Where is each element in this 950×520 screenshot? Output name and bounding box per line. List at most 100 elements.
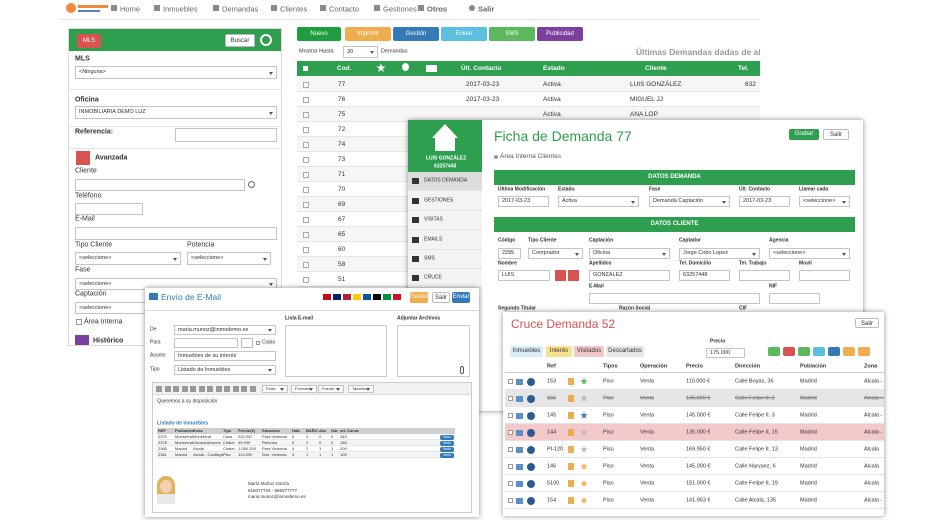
button[interactable]: Gestión xyxy=(393,27,439,41)
button[interactable]: Nuevo xyxy=(297,27,341,41)
photo-face xyxy=(160,480,172,493)
button[interactable]: Grabar xyxy=(789,129,819,140)
button[interactable]: SMS xyxy=(489,27,535,41)
building-icon xyxy=(568,480,574,487)
input[interactable] xyxy=(799,270,850,281)
button[interactable]: Salir xyxy=(823,129,849,140)
select[interactable]: <seleccione> xyxy=(799,196,850,207)
input[interactable] xyxy=(75,203,143,215)
listing-button[interactable]: Verlo xyxy=(440,440,454,446)
input[interactable]: 2017-03-23 xyxy=(739,196,790,207)
tab[interactable]: Interés xyxy=(546,346,572,357)
input[interactable]: LUIS xyxy=(498,270,550,281)
button[interactable]: MLS xyxy=(77,34,101,48)
toolbar-select[interactable]: Estilo xyxy=(262,385,288,393)
icon-button[interactable] xyxy=(828,347,840,356)
select[interactable]: maria.munoz@inmodemo.es xyxy=(174,325,276,335)
icon-button[interactable] xyxy=(768,347,780,356)
button[interactable]: Buscar xyxy=(225,34,255,47)
nav-item[interactable]: Contacto xyxy=(329,3,360,13)
icon-button[interactable] xyxy=(813,347,825,356)
nav-item[interactable]: Clientes xyxy=(280,3,308,13)
select[interactable]: Activa xyxy=(558,196,639,207)
nav-icon xyxy=(469,5,475,11)
toolbar-select[interactable]: Formato xyxy=(291,385,317,393)
menu-item[interactable] xyxy=(408,172,482,191)
star-icon xyxy=(580,496,588,504)
input[interactable] xyxy=(739,270,790,281)
nav-item[interactable]: Otros xyxy=(427,3,448,13)
tab[interactable]: Descartados xyxy=(606,346,644,357)
input[interactable]: 175.000 xyxy=(706,348,745,358)
input[interactable] xyxy=(769,293,820,304)
input[interactable]: 2017-03-23 xyxy=(498,196,549,207)
button[interactable]: Imprimir xyxy=(345,27,391,41)
select[interactable]: Demanda Captación xyxy=(649,196,730,207)
input[interactable]: 63257448 xyxy=(679,270,730,281)
field-label: Potencia xyxy=(187,241,215,249)
listing-button[interactable]: Verlo xyxy=(440,446,454,452)
row-checkbox xyxy=(508,430,513,435)
card-title: Ficha de Demanda 77 xyxy=(494,128,632,144)
menu-item[interactable] xyxy=(408,211,482,230)
input[interactable]: GONZALEZ xyxy=(589,270,670,281)
select[interactable]: 30 xyxy=(343,46,378,58)
button[interactable]: Enviar xyxy=(452,292,470,303)
listing-button[interactable]: Verlo xyxy=(440,434,454,440)
input[interactable]: 2285 xyxy=(498,248,521,259)
icon-button[interactable] xyxy=(843,347,855,356)
cell: Madrid xyxy=(800,445,817,452)
listing-column: REF xyxy=(158,428,166,433)
select[interactable]: <Ninguna> xyxy=(75,66,277,79)
icon-button[interactable] xyxy=(783,347,795,356)
select[interactable]: INMOBILIARIA DEMO LUZ xyxy=(75,106,277,119)
input[interactable] xyxy=(589,293,760,304)
nav-item[interactable]: Demandas xyxy=(222,3,259,13)
button[interactable]: Enviar xyxy=(441,27,487,41)
input[interactable] xyxy=(75,179,245,191)
nav-divider xyxy=(60,19,760,20)
listing-button[interactable]: Verlo xyxy=(440,452,454,458)
select-caret xyxy=(336,388,340,391)
menu-item[interactable] xyxy=(408,192,482,211)
button[interactable]: Salir xyxy=(855,318,879,328)
input[interactable]: Inmuebles de su interés xyxy=(174,351,276,361)
button[interactable]: Publicidad xyxy=(537,27,583,41)
icon-button[interactable] xyxy=(798,347,810,356)
field-label: Tel. Domicilio xyxy=(679,260,712,267)
field-label: Referencia: xyxy=(75,128,114,136)
toolbar-select[interactable]: Fuente xyxy=(318,385,344,393)
select[interactable]: <seleccione> xyxy=(187,252,271,265)
cell: Calle Felipe II, 15 xyxy=(735,428,778,435)
input[interactable] xyxy=(174,338,238,348)
tab[interactable]: Inmuebles xyxy=(510,346,543,357)
row-checkbox xyxy=(303,247,309,253)
listing-cell: 0 xyxy=(331,441,334,445)
select[interactable]: Oficina xyxy=(589,248,670,259)
select[interactable]: Listado de Inmuebles xyxy=(174,365,276,375)
input[interactable] xyxy=(75,227,277,240)
toolbar-icon xyxy=(207,386,213,392)
select[interactable]: Jorge Cobo Lopez xyxy=(679,248,760,259)
button[interactable]: Gestión xyxy=(410,292,431,303)
nav-item[interactable]: Salir xyxy=(478,3,495,13)
select[interactable]: <seleccione> xyxy=(75,252,181,265)
flag xyxy=(323,294,331,300)
menu-item[interactable] xyxy=(408,231,482,250)
toolbar-select[interactable]: Tamaño xyxy=(348,385,374,393)
nav-item[interactable]: Inmuebles xyxy=(163,3,198,13)
button[interactable]: Salir xyxy=(432,292,450,303)
cell: Calle Felipe II, 19 xyxy=(735,479,778,486)
select[interactable]: Comprador xyxy=(528,248,583,259)
tab[interactable]: Visitados xyxy=(574,346,604,357)
menu-item[interactable] xyxy=(408,269,482,288)
nav-item[interactable]: Gestiones xyxy=(383,3,417,13)
menu-item[interactable] xyxy=(408,250,482,269)
input[interactable] xyxy=(175,128,277,142)
select[interactable]: <seleccione> xyxy=(769,248,850,259)
row-checkbox xyxy=(303,142,309,148)
icon-button[interactable] xyxy=(858,347,870,356)
logo xyxy=(66,3,76,13)
nav-item[interactable]: Home xyxy=(120,3,141,13)
cell: 155 xyxy=(547,394,557,401)
